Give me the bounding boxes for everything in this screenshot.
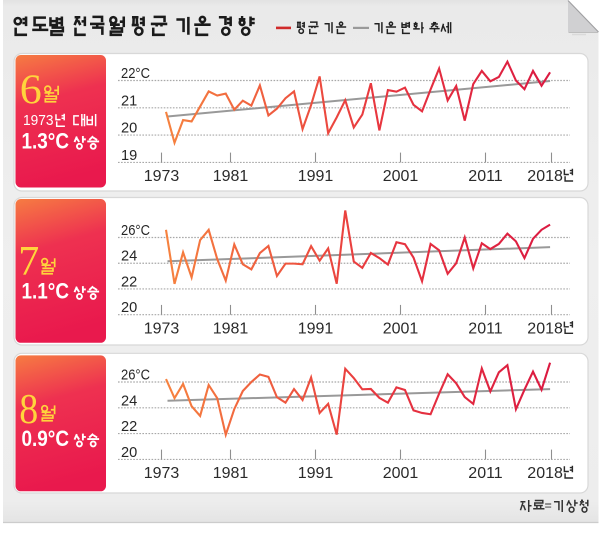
svg-text:24: 24 bbox=[121, 393, 137, 409]
svg-text:2011: 2011 bbox=[468, 168, 503, 185]
svg-text:1.1°C: 1.1°C bbox=[22, 279, 70, 304]
svg-text:20: 20 bbox=[121, 300, 137, 316]
svg-text:7: 7 bbox=[18, 239, 39, 285]
svg-text:1981: 1981 bbox=[213, 465, 249, 482]
svg-text:2018: 2018 bbox=[527, 465, 563, 482]
svg-text:1973: 1973 bbox=[144, 465, 180, 482]
svg-text:1991: 1991 bbox=[298, 320, 334, 337]
svg-text:21: 21 bbox=[121, 93, 137, 109]
svg-text:2018: 2018 bbox=[527, 320, 563, 337]
svg-text:1991: 1991 bbox=[298, 168, 334, 185]
svg-text:6: 6 bbox=[20, 68, 42, 114]
svg-text:2011: 2011 bbox=[468, 465, 503, 482]
svg-text:22: 22 bbox=[121, 419, 137, 435]
svg-text:8: 8 bbox=[19, 387, 38, 433]
svg-text:2001: 2001 bbox=[383, 320, 419, 337]
svg-text:1981: 1981 bbox=[213, 320, 249, 337]
svg-text:1973: 1973 bbox=[144, 320, 180, 337]
svg-text:1973: 1973 bbox=[23, 113, 54, 129]
svg-text:20: 20 bbox=[121, 121, 137, 137]
svg-text:22: 22 bbox=[121, 274, 137, 290]
svg-text:20: 20 bbox=[121, 445, 137, 461]
svg-text:1973: 1973 bbox=[144, 168, 180, 185]
svg-text:1981: 1981 bbox=[213, 168, 249, 185]
svg-text:2018: 2018 bbox=[527, 168, 563, 185]
svg-text:26°C: 26°C bbox=[121, 223, 150, 239]
svg-text:26°C: 26°C bbox=[121, 368, 150, 384]
svg-text:=: = bbox=[545, 499, 552, 513]
svg-text:22°C: 22°C bbox=[121, 66, 150, 82]
svg-text:19: 19 bbox=[121, 148, 137, 164]
svg-text:1991: 1991 bbox=[298, 465, 334, 482]
svg-text:2001: 2001 bbox=[383, 168, 419, 185]
svg-text:2011: 2011 bbox=[468, 320, 503, 337]
svg-text:2001: 2001 bbox=[383, 465, 419, 482]
svg-text:1.3°C: 1.3°C bbox=[22, 128, 70, 153]
svg-text:24: 24 bbox=[121, 249, 137, 265]
svg-text:0.9°C: 0.9°C bbox=[22, 426, 70, 451]
